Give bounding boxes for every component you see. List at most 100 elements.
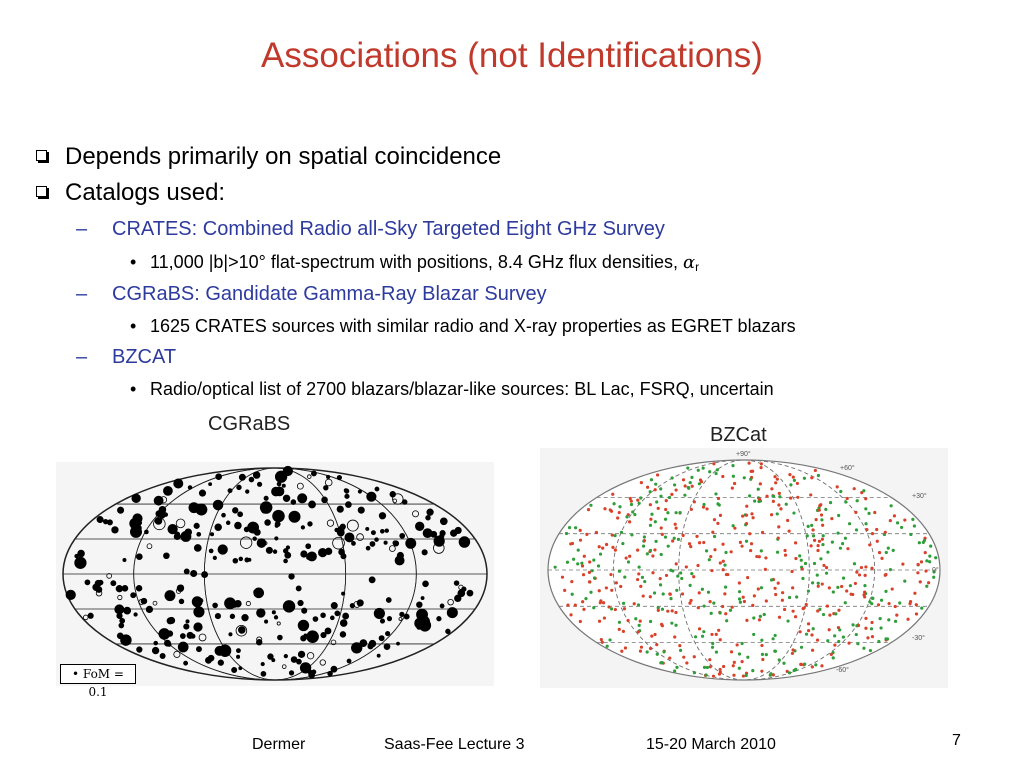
detail-item: • 1625 CRATES sources with similar radio …: [130, 316, 796, 337]
blazar-marker: [817, 539, 822, 543]
source-marker: [439, 603, 445, 609]
blazar-marker: [862, 646, 866, 650]
blazar-marker: [613, 607, 617, 612]
blazar-marker: [776, 536, 780, 540]
source-marker: [386, 615, 393, 622]
source-marker: [283, 558, 288, 564]
source-marker: [234, 599, 242, 608]
blazar-marker: [927, 581, 931, 585]
blazar-marker: [602, 616, 607, 620]
source-marker: [208, 548, 214, 554]
source-marker: [179, 633, 186, 639]
blazar-marker: [729, 550, 733, 554]
source-marker: [344, 532, 355, 543]
blazar-marker: [777, 503, 781, 507]
blazar-marker: [711, 641, 715, 646]
blazar-marker: [732, 481, 737, 486]
source-marker: [297, 619, 310, 632]
source-marker: [247, 521, 259, 534]
blazar-marker: [622, 607, 627, 611]
blazar-marker: [840, 542, 845, 546]
blazar-marker: [712, 462, 716, 466]
blazar-marker: [775, 550, 780, 554]
source-marker: [183, 568, 190, 575]
blazar-marker: [737, 597, 742, 601]
blazar-marker: [875, 527, 879, 532]
source-marker: [374, 486, 380, 492]
blazar-marker: [610, 533, 614, 537]
blazar-marker: [697, 627, 702, 631]
blazar-marker: [639, 645, 644, 649]
blazar-marker: [753, 499, 757, 503]
source-marker: [212, 555, 217, 560]
blazar-marker: [676, 537, 681, 541]
blazar-marker: [616, 516, 620, 520]
blazar-marker: [773, 475, 777, 479]
blazar-marker: [737, 652, 742, 656]
source-marker: [425, 515, 431, 521]
blazar-marker: [866, 636, 870, 640]
source-marker: [225, 520, 231, 526]
blazar-marker: [674, 610, 678, 615]
source-marker: [283, 653, 288, 659]
source-marker: [454, 526, 462, 534]
blazar-marker: [636, 548, 640, 552]
blazar-marker: [782, 607, 787, 612]
blazar-marker: [744, 513, 749, 517]
source-marker: [336, 474, 343, 481]
source-marker: [285, 545, 291, 550]
blazar-marker: [651, 571, 655, 575]
blazar-marker: [708, 470, 712, 474]
blazar-marker: [680, 592, 685, 596]
source-marker: [374, 537, 379, 542]
source-marker: [175, 518, 186, 529]
blazar-marker: [623, 575, 627, 579]
blazar-marker: [771, 494, 776, 498]
source-marker: [229, 613, 236, 619]
source-marker: [164, 639, 171, 647]
blazar-marker: [870, 620, 874, 625]
source-marker: [290, 499, 297, 505]
blazar-marker: [879, 598, 884, 602]
blazar-marker: [670, 476, 674, 480]
blazar-marker: [833, 634, 837, 638]
source-marker: [297, 650, 306, 658]
blazar-marker: [921, 540, 925, 544]
blazar-marker: [884, 589, 888, 593]
blazar-marker: [569, 542, 573, 546]
source-marker: [163, 488, 169, 493]
source-marker: [399, 532, 406, 539]
source-marker: [136, 553, 143, 561]
source-marker: [193, 622, 203, 632]
source-marker: [177, 641, 189, 653]
blazar-marker: [816, 609, 820, 613]
blazar-marker: [567, 526, 572, 530]
blazar-marker: [864, 565, 868, 569]
source-marker: [265, 505, 272, 512]
blazar-marker: [759, 549, 763, 553]
blazar-marker: [663, 517, 668, 521]
source-marker: [122, 558, 127, 563]
blazar-marker: [588, 560, 592, 564]
blazar-marker: [789, 483, 793, 487]
blazar-marker: [862, 593, 866, 597]
blazar-marker: [626, 618, 630, 623]
latitude-label: +90°: [736, 450, 751, 458]
source-marker: [271, 610, 276, 615]
source-marker: [74, 556, 87, 569]
blazar-marker: [893, 619, 898, 623]
blazar-marker: [711, 530, 715, 534]
blazar-marker: [609, 607, 614, 611]
blazar-marker: [786, 518, 790, 523]
blazar-marker: [597, 589, 601, 593]
blazar-marker: [608, 638, 612, 642]
blazar-marker: [589, 590, 593, 594]
blazar-marker: [709, 554, 713, 559]
source-marker: [396, 641, 400, 646]
blazar-marker: [845, 496, 849, 501]
bzcat-map-label: BZCat: [710, 424, 767, 446]
blazar-marker: [578, 619, 582, 624]
blazar-marker: [576, 562, 580, 566]
blazar-marker: [916, 562, 920, 567]
source-marker: [438, 533, 445, 540]
